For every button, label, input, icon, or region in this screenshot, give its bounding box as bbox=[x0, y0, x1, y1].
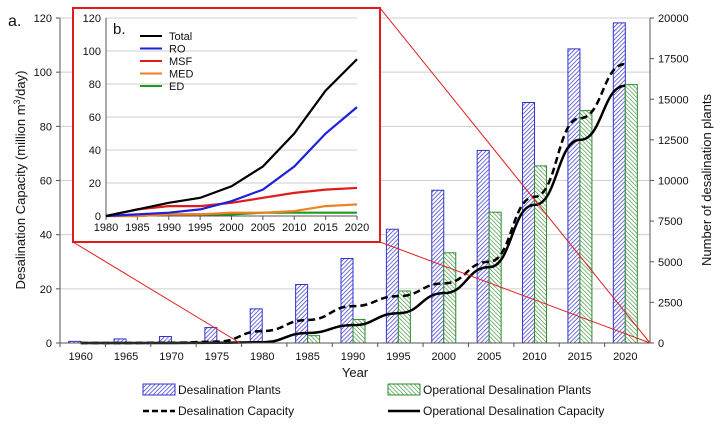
y-left-tick-label: 40 bbox=[40, 230, 52, 242]
y-left-tick-label: 0 bbox=[46, 338, 52, 350]
x-tick-label: 1980 bbox=[250, 351, 274, 363]
inset-x-tick-label: 2015 bbox=[313, 222, 337, 234]
legend-label: Desalination Capacity bbox=[178, 404, 294, 418]
x-tick-label: 1975 bbox=[205, 351, 229, 363]
zoom-connector-line bbox=[379, 241, 651, 344]
y-right-tick-label: 12500 bbox=[658, 135, 689, 147]
legend-label: Desalination Plants bbox=[178, 383, 281, 397]
y-left-tick-label: 80 bbox=[40, 121, 52, 133]
y-right-tick-label: 7500 bbox=[658, 216, 682, 228]
legend-swatch-plants bbox=[142, 383, 176, 396]
bar-operational-plants bbox=[397, 290, 411, 344]
inset-frame bbox=[72, 7, 381, 243]
legend-swatch-operational-plants bbox=[387, 383, 421, 396]
bar-plants bbox=[567, 48, 581, 344]
zoom-connector-line bbox=[72, 241, 241, 344]
legend-label: Operational Desalination Capacity bbox=[423, 404, 604, 418]
inset-x-tick-label: 1985 bbox=[125, 222, 149, 234]
inset-legend-label: MED bbox=[169, 69, 194, 81]
inset-y-tick-label: 80 bbox=[89, 79, 101, 91]
x-tick-label: 1970 bbox=[159, 351, 183, 363]
y-left-axis-title: Desalination Capacity (million m3/day) bbox=[12, 71, 28, 290]
panel-label-a: a. bbox=[8, 13, 21, 30]
inset-y-tick-label: 120 bbox=[83, 13, 101, 25]
y-left-tick-label: 100 bbox=[34, 67, 52, 79]
bar-plants bbox=[431, 189, 445, 344]
inset-legend-label: ED bbox=[169, 81, 184, 93]
bar-operational-plants bbox=[488, 211, 502, 344]
inset-x-tick-label: 1980 bbox=[94, 222, 118, 234]
inset-x-tick-label: 1995 bbox=[188, 222, 212, 234]
bar-operational-plants bbox=[579, 110, 593, 344]
y-right-tick-label: 15000 bbox=[658, 94, 689, 106]
bar-plants bbox=[612, 22, 626, 344]
y-left-tick-label: 120 bbox=[34, 13, 52, 25]
zoom-connector-line bbox=[379, 7, 651, 344]
y-right-tick-label: 17500 bbox=[658, 54, 689, 66]
inset-x-tick-label: 2020 bbox=[345, 222, 369, 234]
x-tick-label: 2010 bbox=[522, 351, 546, 363]
bar-plants bbox=[249, 308, 263, 344]
inset-x-tick-label: 1990 bbox=[157, 222, 181, 234]
y-right-tick-label: 20000 bbox=[658, 13, 689, 25]
x-tick-label: 2005 bbox=[477, 351, 501, 363]
inset-y-tick-label: 40 bbox=[89, 145, 101, 157]
line-desalination-capacity bbox=[80, 62, 626, 345]
y-right-tick-label: 10000 bbox=[658, 176, 689, 188]
inset-x-tick-label: 2005 bbox=[251, 222, 275, 234]
bar-operational-plants bbox=[534, 165, 548, 344]
x-tick-label: 1990 bbox=[341, 351, 365, 363]
bar-operational-plants bbox=[307, 335, 321, 344]
legend-label: Operational Desalination Plants bbox=[423, 383, 591, 397]
x-tick-label: 1960 bbox=[68, 351, 92, 363]
inset-line-total bbox=[105, 58, 358, 218]
y-left-tick-label: 60 bbox=[40, 176, 52, 188]
inset-legend-label: Total bbox=[169, 31, 192, 43]
inset-y-tick-label: 100 bbox=[83, 46, 101, 58]
inset-x-tick-label: 2010 bbox=[282, 222, 306, 234]
x-tick-label: 2000 bbox=[432, 351, 456, 363]
bar-operational-plants bbox=[624, 84, 638, 344]
inset-line-med bbox=[106, 203, 358, 218]
inset-legend-label: MSF bbox=[169, 56, 193, 68]
bar-plants bbox=[340, 258, 354, 344]
inset-y-tick-label: 60 bbox=[89, 112, 101, 124]
x-tick-label: 1995 bbox=[386, 351, 410, 363]
inset-line-ro bbox=[105, 106, 358, 218]
y-right-tick-label: 0 bbox=[658, 338, 664, 350]
inset-y-tick-label: 20 bbox=[89, 178, 101, 190]
x-tick-label: 2015 bbox=[568, 351, 592, 363]
bar-plants bbox=[522, 102, 536, 344]
y-right-tick-label: 2500 bbox=[658, 297, 682, 309]
bar-plants bbox=[476, 149, 490, 344]
x-tick-label: 1965 bbox=[114, 351, 138, 363]
x-axis-title: Year bbox=[342, 365, 369, 380]
inset-y-tick-label: 0 bbox=[95, 211, 101, 223]
y-right-tick-label: 5000 bbox=[658, 257, 682, 269]
panel-label-b: b. bbox=[113, 21, 126, 38]
x-tick-label: 2020 bbox=[613, 351, 637, 363]
y-left-tick-label: 20 bbox=[40, 284, 52, 296]
y-right-axis-title: Number of desalination plants bbox=[699, 94, 714, 266]
inset-legend-label: RO bbox=[169, 44, 186, 56]
inset-x-tick-label: 2000 bbox=[219, 222, 243, 234]
x-tick-label: 1985 bbox=[295, 351, 319, 363]
